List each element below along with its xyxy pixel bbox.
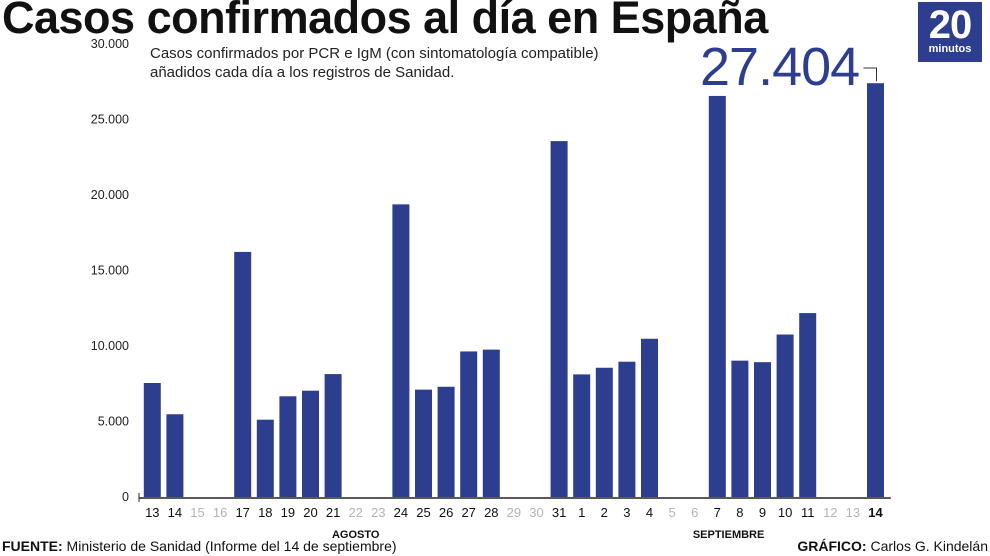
credit-label: GRÁFICO: (797, 538, 867, 554)
bar (392, 204, 410, 497)
bar (143, 382, 161, 497)
x-tick-label: 13 (145, 505, 159, 520)
highlight-value: 27.404 (700, 37, 860, 97)
highlight-leader-line (863, 67, 877, 82)
credit-text: Carlos G. Kindelán (866, 538, 988, 554)
bar (166, 414, 184, 497)
y-tick-label: 5.000 (98, 415, 129, 429)
x-tick-label: 10 (778, 505, 792, 520)
logo-number: 20 (928, 3, 973, 47)
bar (256, 419, 274, 497)
bar (754, 362, 771, 497)
x-tick-label: 17 (235, 505, 249, 520)
x-tick-label: 24 (394, 505, 408, 520)
x-tick-label: 30 (529, 505, 543, 520)
bar (550, 141, 568, 497)
bar (279, 396, 297, 497)
chart-subtitle: Casos confirmados por PCR e IgM (con sin… (150, 44, 599, 82)
bar (302, 390, 319, 497)
x-tick-label: 23 (371, 505, 385, 520)
x-tick-label: 31 (552, 505, 566, 520)
brand-logo: 20 minutos (918, 2, 982, 62)
bar (573, 374, 591, 497)
x-tick-label: 26 (439, 505, 453, 520)
bar (234, 251, 252, 497)
x-tick-label: 4 (646, 505, 653, 520)
y-tick-label: 0 (122, 490, 129, 504)
bar (482, 349, 500, 497)
bar (708, 95, 726, 497)
x-tick-label: 3 (623, 505, 630, 520)
source-text: Ministerio de Sanidad (Informe del 14 de… (62, 538, 397, 554)
month-label: SEPTIEMBRE (693, 529, 765, 541)
y-tick-label: 25.000 (91, 113, 129, 127)
subtitle-line-2: añadidos cada día a los registros de San… (150, 64, 455, 81)
source-note: FUENTE: Ministerio de Sanidad (Informe d… (2, 538, 397, 554)
x-tick-label: 25 (416, 505, 430, 520)
x-tick-label: 20 (303, 505, 317, 520)
x-tick-label: 16 (213, 505, 227, 520)
bar (595, 367, 613, 497)
logo-word: minutos (928, 43, 972, 55)
y-tick-label: 10.000 (91, 339, 129, 353)
subtitle-line-1: Casos confirmados por PCR e IgM (con sin… (150, 45, 599, 62)
x-tick-label: 15 (190, 505, 204, 520)
y-tick-label: 20.000 (91, 188, 129, 202)
x-tick-label: 8 (736, 505, 743, 520)
y-tick-label: 30.000 (91, 37, 129, 51)
bar (437, 386, 455, 497)
bar (799, 313, 817, 497)
bar (618, 361, 636, 497)
bar (641, 338, 658, 497)
x-tick-label: 14 (868, 505, 883, 520)
x-tick-label: 1 (578, 505, 585, 520)
bar (867, 83, 884, 498)
bar (731, 360, 749, 497)
bar (324, 374, 342, 497)
x-tick-label: 19 (281, 505, 295, 520)
page-title: Casos confirmados al día en España (2, 0, 768, 43)
x-tick-label: 29 (507, 505, 521, 520)
x-tick-label: 2 (601, 505, 608, 520)
bar (776, 334, 794, 497)
x-tick-label: 6 (691, 505, 698, 520)
x-tick-label: 9 (759, 505, 766, 520)
x-tick-label: 21 (326, 505, 340, 520)
x-tick-label: 27 (461, 505, 475, 520)
x-tick-label: 22 (348, 505, 362, 520)
bar (460, 351, 478, 497)
x-tick-label: 28 (484, 505, 498, 520)
month-label: AGOSTO (332, 529, 380, 541)
y-tick-label: 15.000 (91, 264, 129, 278)
credit-note: GRÁFICO: Carlos G. Kindelán (797, 538, 988, 554)
x-tick-label: 13 (846, 505, 860, 520)
x-tick-label: 11 (801, 505, 815, 520)
x-tick-label: 7 (714, 505, 721, 520)
source-label: FUENTE: (2, 538, 63, 554)
x-tick-label: 5 (668, 505, 675, 520)
bar (415, 389, 432, 497)
x-tick-label: 12 (823, 505, 837, 520)
x-tick-label: 18 (258, 505, 272, 520)
x-tick-label: 14 (168, 505, 182, 520)
